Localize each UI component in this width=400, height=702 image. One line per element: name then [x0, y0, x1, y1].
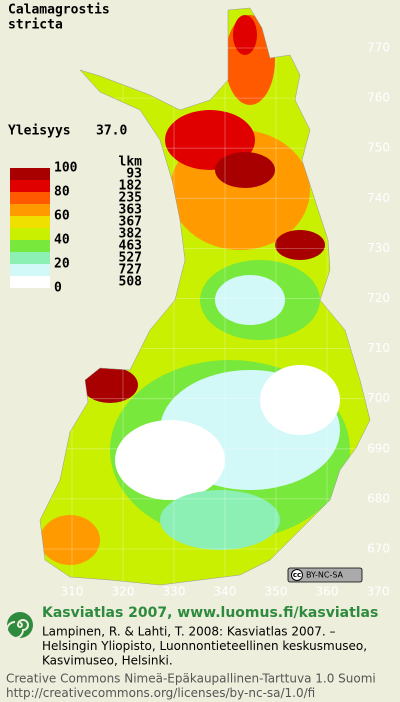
north-label: 730 [367, 241, 390, 255]
legend-swatch [10, 216, 50, 228]
legend-swatch [10, 204, 50, 216]
area [233, 15, 257, 55]
license-line: http://creativecommons.org/licenses/by-n… [6, 686, 315, 700]
legend-count: 527 [119, 251, 142, 266]
legend-swatch [10, 228, 50, 240]
area [40, 515, 100, 565]
legend-swatch [10, 168, 50, 180]
east-label: 330 [163, 585, 186, 599]
citation-line: Helsingin Yliopisto, Luonnontieteellinen… [42, 639, 367, 653]
area [160, 490, 280, 550]
north-label: 690 [367, 441, 390, 455]
area [82, 367, 138, 403]
citation-line: Kasvimuseo, Helsinki. [42, 654, 173, 668]
project-title: Kasviatlas 2007, www.luomus.fi/kasviatla… [42, 605, 378, 621]
east-label: 320 [112, 585, 135, 599]
legend-scale-label: 40 [54, 233, 70, 248]
north-label: 700 [367, 391, 390, 405]
east-label: 370 [367, 585, 390, 599]
badge-text: BY-NC-SA [306, 571, 344, 580]
citation-line: Lampinen, R. & Lahti, T. 2008: Kasviatla… [42, 625, 336, 639]
legend-swatch [10, 276, 50, 288]
frequency-label: Yleisyys [8, 124, 71, 139]
legend-count: 182 [119, 179, 142, 194]
north-label: 670 [367, 542, 390, 556]
legend-count: 367 [119, 215, 142, 230]
legend-count: 727 [119, 263, 142, 278]
legend-scale-label: 80 [54, 185, 70, 200]
species-genus: Calamagrostis [8, 3, 110, 18]
legend-scale-label: 0 [54, 281, 62, 296]
badge-box [287, 567, 363, 583]
distribution-map [40, 8, 370, 585]
legend-count: 363 [119, 203, 142, 218]
species-epithet: stricta [8, 18, 63, 33]
north-label: 750 [367, 141, 390, 155]
legend-count: 382 [119, 227, 142, 242]
north-label: 740 [367, 191, 390, 205]
logo [6, 612, 33, 639]
legend-scale-label: 100 [54, 161, 78, 176]
legend-scale-label: 20 [54, 257, 70, 272]
legend-count: 93 [126, 167, 142, 182]
legend-swatch [10, 252, 50, 264]
north-label: 720 [367, 291, 390, 305]
badge-circle [291, 569, 303, 581]
legend-swatch [10, 264, 50, 276]
badge-symbol: cc [293, 571, 301, 579]
north-label: 680 [367, 491, 390, 505]
area [115, 420, 225, 500]
legend-count: 508 [119, 275, 143, 290]
legend-swatch [10, 192, 50, 204]
east-label: 310 [61, 585, 84, 599]
count-header: lkm [119, 155, 143, 170]
area [260, 365, 340, 435]
legend-swatch [10, 240, 50, 252]
east-label: 340 [214, 585, 237, 599]
license-badge: cc BY-NC-SA [287, 567, 363, 583]
area [215, 275, 285, 325]
legend-count: 235 [119, 191, 142, 206]
east-label: 350 [265, 585, 288, 599]
license-line: Creative Commons Nimeä-Epäkaupallinen-Ta… [6, 672, 376, 686]
legend-swatch [10, 180, 50, 192]
legend-count: 463 [119, 239, 142, 254]
north-label: 770 [367, 41, 390, 55]
legend-scale-label: 60 [54, 209, 70, 224]
frequency-value: 37.0 [96, 124, 127, 139]
area [215, 152, 275, 188]
north-label: 760 [367, 91, 390, 105]
area [275, 230, 325, 260]
north-label: 710 [367, 341, 390, 355]
east-label: 360 [316, 585, 339, 599]
